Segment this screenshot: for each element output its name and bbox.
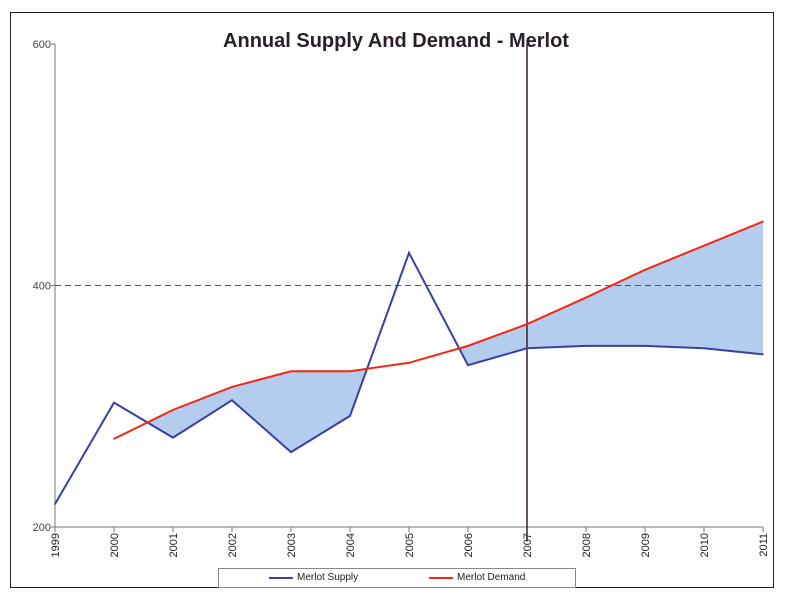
data-point-supply-2002 (231, 399, 233, 402)
data-point-supply-2006 (467, 364, 469, 366)
series-line-demand (113, 220, 764, 440)
legend-swatch-demand (429, 576, 453, 579)
data-point-supply-2003 (290, 451, 292, 453)
gap-area-2001 (173, 386, 232, 438)
x-tick-label-2004: 2004 (345, 533, 357, 557)
x-tick-label-1999: 1999 (50, 533, 62, 557)
data-point-supply-2004 (349, 415, 351, 417)
x-tick-label-2007: 2007 (522, 533, 534, 557)
data-point-demand-2011 (762, 220, 764, 223)
x-tick-label-2009: 2009 (640, 533, 652, 557)
data-point-supply-2000 (113, 401, 115, 404)
y-tick-label-400: 400 (33, 281, 51, 293)
legend-swatch-supply (269, 576, 293, 579)
gap-area-2003 (291, 371, 350, 453)
legend-item-supply: Merlot Supply (269, 572, 358, 583)
gap-area-2002 (232, 371, 291, 453)
y-tick-label-200: 200 (33, 522, 51, 534)
data-point-supply-2008 (585, 345, 587, 347)
legend-label-demand: Merlot Demand (457, 572, 526, 583)
data-point-demand-2000 (113, 438, 115, 440)
y-tick-label-600: 600 (33, 39, 51, 51)
gap-area-2009 (645, 245, 704, 349)
data-point-supply-2007 (526, 347, 528, 350)
data-point-supply-2009 (644, 345, 646, 347)
data-point-demand-2009 (644, 269, 646, 271)
data-point-supply-2011 (762, 353, 764, 356)
x-tick-label-2000: 2000 (109, 533, 121, 557)
data-point-supply-2010 (703, 347, 705, 350)
gap-area-2007 (527, 297, 586, 349)
legend-item-demand: Merlot Demand (429, 572, 525, 583)
data-point-demand-2003 (290, 370, 292, 373)
x-tick-label-2003: 2003 (286, 533, 298, 557)
data-point-demand-2005 (408, 361, 410, 364)
data-point-demand-2008 (585, 296, 587, 299)
gap-area-2000 (147, 409, 173, 438)
gap-area-2008 (586, 269, 645, 346)
data-point-supply-2001 (172, 436, 174, 439)
data-point-supply-1999 (54, 503, 56, 505)
chart-title: Annual Supply And Demand - Merlot (223, 30, 569, 52)
x-tick-label-2005: 2005 (404, 533, 416, 557)
legend-label-supply: Merlot Supply (297, 572, 359, 583)
data-point-demand-2001 (172, 409, 174, 411)
x-tick-label-2011: 2011 (758, 533, 770, 557)
data-point-demand-2007 (526, 323, 528, 325)
x-tick-label-2010: 2010 (699, 533, 711, 557)
data-point-demand-2004 (349, 370, 351, 373)
gap-area-2010 (704, 221, 763, 355)
x-tick-label-2006: 2006 (463, 533, 475, 557)
chart-legend: Merlot Supply Merlot Demand (218, 568, 576, 588)
data-point-supply-2005 (408, 252, 410, 254)
x-tick-label-2001: 2001 (168, 533, 180, 557)
x-tick-label-2008: 2008 (581, 533, 593, 557)
x-tick-label-2002: 2002 (227, 533, 239, 557)
gap-area-2006 (468, 324, 527, 366)
data-point-demand-2006 (467, 345, 469, 347)
data-point-demand-2010 (703, 244, 705, 247)
data-point-demand-2002 (231, 386, 233, 388)
